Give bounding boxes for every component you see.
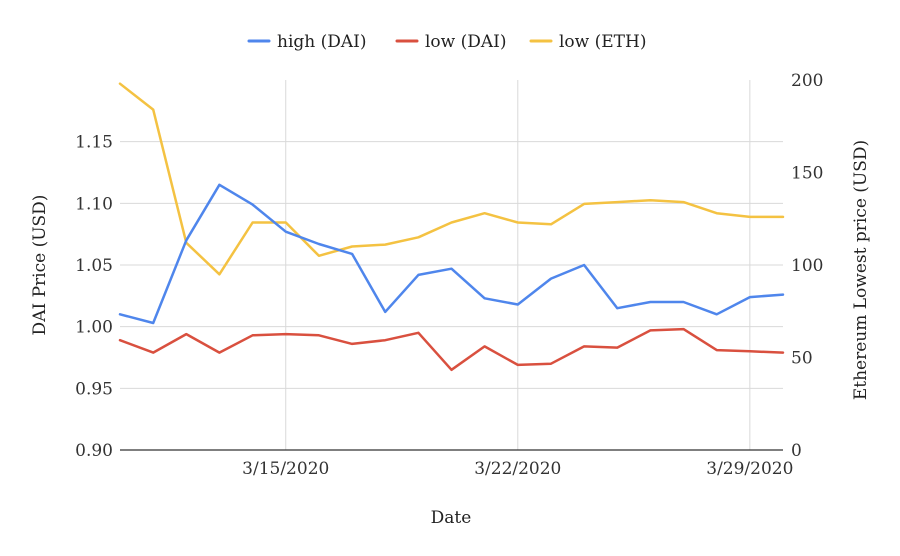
y-right-tick-label: 100 <box>791 256 823 276</box>
y-left-tick-label: 1.00 <box>75 318 113 338</box>
y-left-tick-label: 1.15 <box>75 133 113 153</box>
y-axis-left-label: DAI Price (USD) <box>30 195 50 336</box>
legend-label: low (DAI) <box>425 32 507 52</box>
tick-labels: 0.90 0.95 1.00 1.05 1.10 1.15 0 50 100 150 200 3/15… <box>75 71 823 479</box>
y-left-tick-label: 0.95 <box>75 379 113 399</box>
y-left-tick-label: 1.05 <box>75 256 113 276</box>
x-tick-label: 3/15/2020 <box>242 459 329 479</box>
grid <box>120 80 783 451</box>
series-lines <box>118 82 785 372</box>
x-tick-label: 3/29/2020 <box>706 459 793 479</box>
legend-label: low (ETH) <box>559 32 646 52</box>
y-left-tick-label: 1.10 <box>75 194 113 214</box>
legend: high (DAI) low (DAI) low (ETH) <box>247 32 646 52</box>
x-tick-label: 3/22/2020 <box>474 459 561 479</box>
y-right-tick-label: 50 <box>791 349 813 369</box>
legend-label: high (DAI) <box>277 32 367 52</box>
y-axis-right-label: Ethereum Lowest price (USD) <box>851 140 871 400</box>
y-right-tick-label: 200 <box>791 71 823 91</box>
y-right-tick-label: 150 <box>791 164 823 184</box>
series-line-low-eth <box>118 82 785 276</box>
y-right-tick-label: 0 <box>791 441 802 461</box>
series-line-low-dai <box>118 327 785 372</box>
series-line-high-dai <box>118 183 785 325</box>
x-axis-label: Date <box>431 508 472 528</box>
y-left-tick-label: 0.90 <box>75 441 113 461</box>
